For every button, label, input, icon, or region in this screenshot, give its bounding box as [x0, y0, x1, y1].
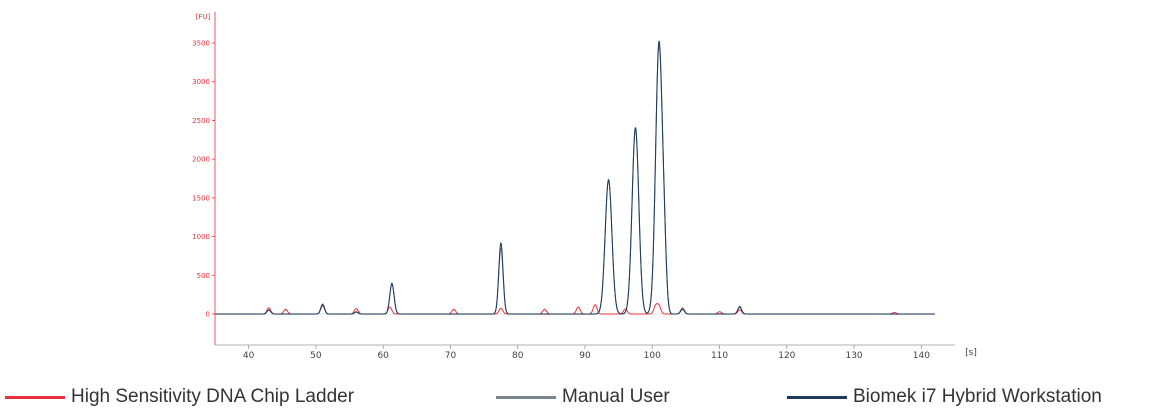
manual-user-series-line — [214, 44, 936, 315]
legend-label-manual-user: Manual User — [562, 386, 670, 407]
y-tick-label: 3500 — [192, 39, 210, 47]
electropherogram-chart: [FU] [s] 0 500 1000 1500 2000 2500 3000 3500 40 5… — [192, 12, 977, 361]
x-tick-label: 40 — [243, 351, 255, 361]
y-tick-label: 0 — [206, 311, 210, 319]
legend-label-biomek: Biomek i7 Hybrid Workstation — [853, 386, 1102, 407]
x-tick-label: 100 — [644, 351, 661, 361]
x-tick-label: 50 — [310, 351, 322, 361]
legend-item-manual-user: Manual User — [496, 381, 670, 413]
x-tick-label: 90 — [579, 351, 591, 361]
y-tick-label: 1000 — [192, 233, 210, 241]
x-tick-label: 60 — [377, 351, 389, 361]
legend-label-ladder: High Sensitivity DNA Chip Ladder — [71, 386, 355, 407]
y-tick-label: 2500 — [192, 117, 210, 125]
y-tick-label: 1500 — [192, 194, 210, 202]
x-tick-label: 140 — [913, 351, 930, 361]
legend-swatch-ladder — [5, 395, 65, 399]
y-axis-unit-label: [FU] — [196, 13, 211, 21]
axes-layer: [FU] [s] 0 500 1000 1500 2000 2500 3000 3500 40 5… — [192, 12, 977, 361]
x-axis-unit-label: [s] — [965, 348, 977, 358]
y-tick-label: 500 — [197, 272, 210, 280]
legend-swatch-biomek — [787, 395, 847, 399]
x-tick-label: 70 — [445, 351, 457, 361]
y-tick-label: 3000 — [192, 78, 210, 86]
x-tick-label: 110 — [711, 351, 728, 361]
x-tick-label: 130 — [845, 351, 862, 361]
x-tick-label: 80 — [512, 351, 524, 361]
y-tick-label: 2000 — [192, 156, 210, 164]
biomek-series-line — [214, 40, 935, 315]
legend-swatch-manual-user — [496, 395, 556, 399]
x-tick-label: 120 — [778, 351, 795, 361]
legend-item-ladder: High Sensitivity DNA Chip Ladder — [5, 381, 354, 413]
series-layer — [214, 40, 936, 315]
legend-item-biomek: Biomek i7 Hybrid Workstation — [787, 381, 1102, 413]
